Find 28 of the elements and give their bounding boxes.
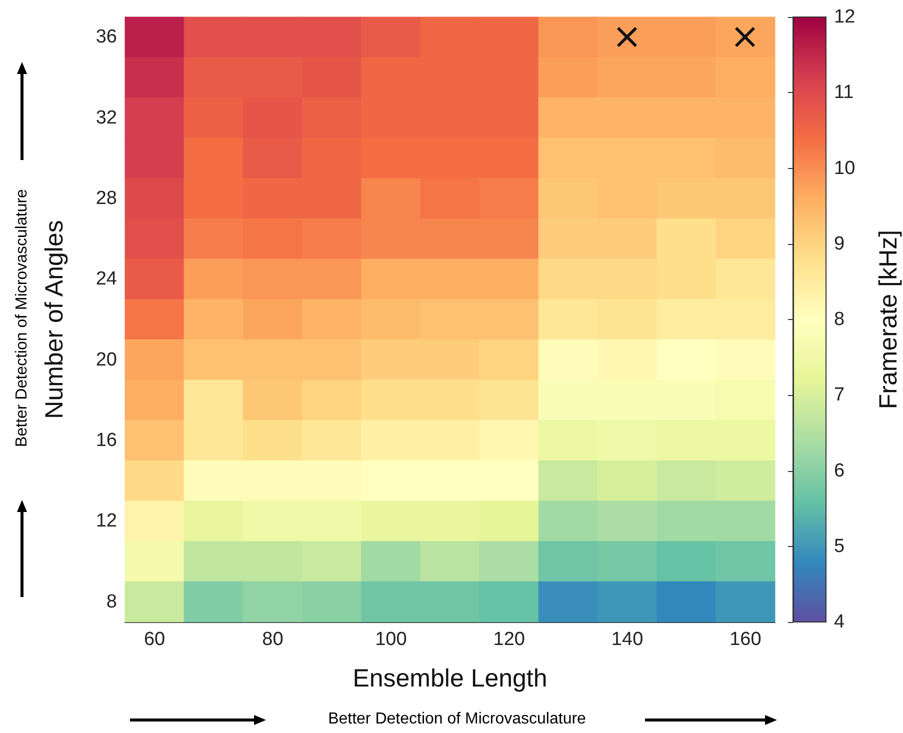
color-bar-label: 9 [834, 233, 845, 254]
y-tick-label: 16 [96, 430, 117, 451]
x-tick-label: 160 [730, 629, 762, 650]
y-tick-label: 24 [96, 268, 118, 290]
color-bar-label: 12 [834, 6, 856, 28]
x-tick-label: 80 [262, 629, 284, 650]
x-tick-label: 60 [144, 629, 166, 650]
y-tick-label: 20 [96, 349, 117, 370]
y-tick-label: 32 [96, 107, 117, 128]
x-tick-label: 140 [611, 629, 644, 650]
color-bar-label: 7 [834, 384, 845, 406]
color-bar-label: 4 [834, 612, 845, 632]
color-bar-label: 6 [834, 460, 845, 482]
x-tick-label: 120 [493, 629, 525, 650]
x-tick-label: 100 [375, 629, 407, 650]
y-axis-title: Number of Angles [40, 220, 68, 419]
text: Better Detection of Microvasculature [328, 710, 586, 728]
y-tick-label: 36 [96, 26, 117, 48]
x-axis-title: Ensemble Length [352, 664, 548, 692]
color-bar-label: 8 [834, 309, 845, 330]
color-bar-label: 10 [834, 158, 856, 179]
color-bar-title: Framerate [kHz] [874, 230, 902, 410]
color-bar-label: 5 [834, 536, 845, 557]
color-bar-label: 11 [834, 82, 854, 104]
y-tick-label: 28 [96, 188, 117, 209]
y-tick-label: 8 [106, 591, 117, 612]
y-tick-label: 12 [96, 510, 117, 532]
text: Better Detection of Microvasculature [14, 188, 30, 447]
